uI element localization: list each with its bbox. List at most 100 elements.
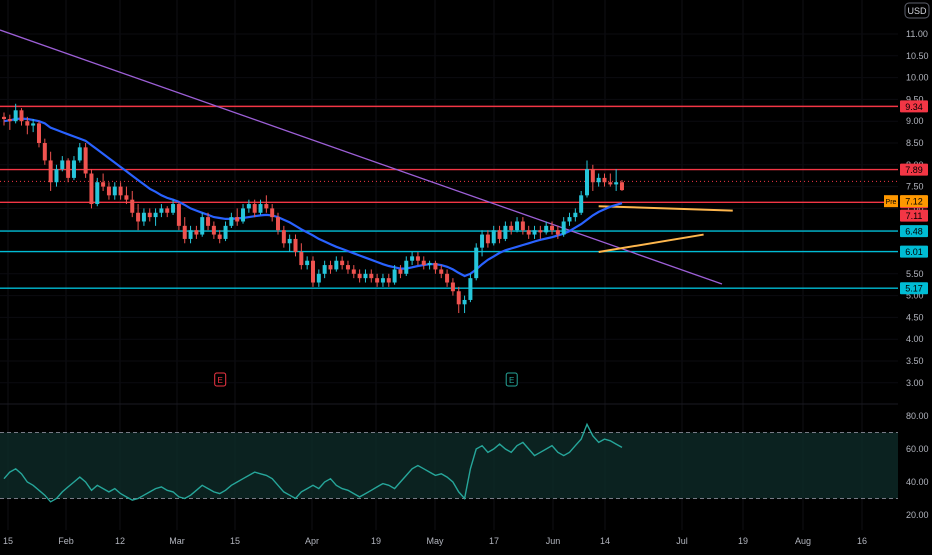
candle-body — [579, 195, 584, 213]
earnings-marker[interactable] — [214, 372, 227, 387]
time-tick-label: 12 — [115, 536, 125, 546]
rsi-pane — [0, 422, 898, 503]
candle-body — [36, 123, 41, 143]
pattern-upper-line[interactable] — [598, 205, 733, 212]
candle-body — [497, 230, 502, 239]
level-badge[interactable] — [900, 163, 928, 176]
ema-polyline — [3, 117, 623, 278]
candle-body — [398, 269, 403, 274]
candle-body — [468, 278, 473, 300]
rsi-tick-label: 60.00 — [906, 444, 929, 454]
time-tick-label: Jul — [676, 536, 688, 546]
candle-body — [334, 260, 339, 270]
level-badge[interactable] — [900, 282, 928, 295]
candle-body — [241, 208, 246, 222]
candle-body — [54, 169, 59, 183]
candle-body — [264, 204, 269, 209]
trendlines[interactable] — [0, 29, 733, 285]
candle-body — [585, 169, 589, 196]
candle-body — [106, 186, 111, 196]
earnings-markers[interactable]: EEE — [214, 372, 932, 387]
candle-body — [322, 265, 327, 274]
price-tick-label: 7.00 — [906, 203, 924, 213]
candle-body — [19, 110, 24, 122]
candle-body — [130, 199, 135, 213]
time-tick-label: 17 — [489, 536, 499, 546]
candle-body — [60, 160, 65, 170]
price-tick-label: 11.00 — [906, 29, 928, 39]
level-badge[interactable] — [900, 100, 928, 113]
rsi-band — [0, 432, 898, 499]
time-tick-label: 19 — [371, 536, 381, 546]
candle-body — [596, 177, 601, 183]
pre-market-tag[interactable] — [884, 195, 898, 208]
candle-body — [526, 230, 531, 235]
candle-body — [124, 195, 129, 200]
candle-body — [217, 234, 222, 239]
currency-badge[interactable]: USD — [904, 2, 930, 19]
level-badge[interactable] — [900, 225, 928, 238]
candle-body — [48, 160, 53, 183]
price-badge[interactable] — [900, 209, 928, 222]
time-tick-label: 19 — [738, 536, 748, 546]
candle-body — [485, 234, 490, 244]
candle-body — [66, 160, 71, 178]
candle-body — [363, 273, 368, 279]
candle-body — [258, 204, 263, 213]
level-badge-label: 6.48 — [905, 227, 923, 237]
candle-body — [340, 260, 345, 266]
candle-body — [7, 119, 12, 122]
time-tick-label: Feb — [58, 536, 74, 546]
candle-body — [287, 238, 292, 244]
candle-body — [456, 291, 461, 305]
candle-body — [538, 230, 543, 233]
price-tick-label: 5.50 — [906, 269, 924, 279]
level-badge-label: 5.17 — [905, 284, 923, 294]
candle-body — [357, 273, 362, 279]
pattern-lower-line[interactable] — [598, 233, 704, 253]
rsi-tick-label: 40.00 — [906, 477, 929, 487]
candle-body — [427, 262, 432, 266]
candle-body — [555, 230, 560, 235]
candle-body — [83, 147, 88, 174]
candle-body — [462, 299, 467, 305]
candle-body — [550, 225, 555, 231]
candle-body — [590, 169, 595, 183]
candle-body — [503, 225, 508, 239]
candle-body — [171, 204, 176, 213]
candle-body — [345, 265, 350, 270]
candle-body — [351, 269, 356, 274]
candle-body — [404, 260, 409, 274]
candle-body — [235, 217, 240, 222]
candle-body — [141, 212, 146, 222]
candle-body — [602, 177, 607, 183]
level-badge-label: 7.89 — [905, 165, 923, 175]
candle-body — [194, 230, 199, 235]
candle-body — [211, 225, 216, 235]
earnings-marker[interactable] — [505, 372, 518, 387]
candle-body — [176, 204, 181, 226]
candle-body — [25, 121, 30, 126]
price-tick-label: 3.00 — [906, 378, 924, 388]
candle-body — [276, 217, 281, 231]
candle-body — [188, 230, 193, 239]
price-axis[interactable]: USD 11.0010.5010.009.509.008.508.007.507… — [884, 2, 930, 520]
candle-body — [380, 278, 385, 283]
candle-body — [42, 143, 47, 161]
time-axis[interactable]: 15 Feb 12 Mar 15 Apr 19 May 17 Jun 14 Jul 19 Aug 16 — [3, 536, 867, 546]
time-tick-label: 15 — [3, 536, 13, 546]
pre-market-tag-label: Pre — [886, 199, 897, 206]
price-badge[interactable] — [900, 195, 928, 208]
descending-trendline[interactable] — [0, 29, 723, 285]
rsi-line — [3, 422, 623, 503]
candle-body — [450, 282, 455, 292]
time-tick-label: 15 — [230, 536, 240, 546]
candle-body — [375, 278, 380, 283]
price-tick-label: 3.50 — [906, 356, 924, 366]
price-tick-label: 9.50 — [906, 94, 924, 104]
candle-body — [182, 225, 187, 239]
horizontal-levels[interactable] — [0, 105, 898, 289]
level-badge[interactable] — [900, 245, 928, 258]
